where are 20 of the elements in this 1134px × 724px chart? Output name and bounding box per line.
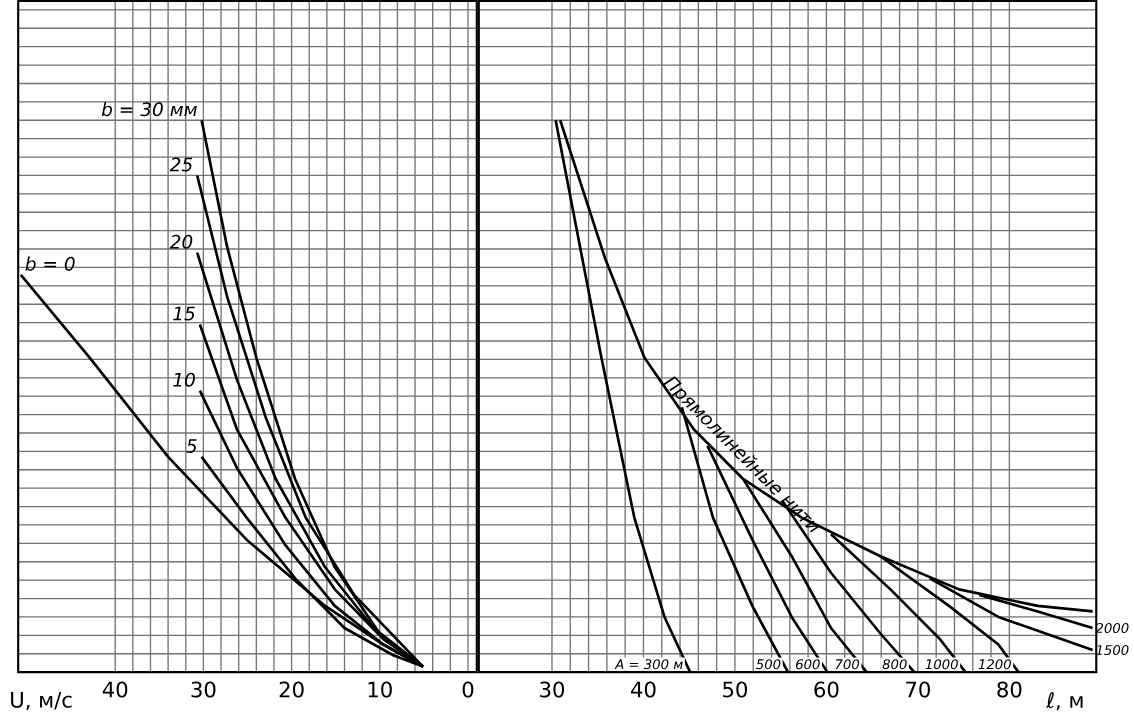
x-axis-title: ℓ, м xyxy=(1046,692,1083,711)
series-label: b = 0 xyxy=(25,256,75,271)
series-label: 20 xyxy=(169,234,193,249)
x-tick-label: 20 xyxy=(279,681,304,698)
x-tick-label: 40 xyxy=(102,681,128,698)
x-tick-label: 50 xyxy=(723,681,748,698)
x-tick-label: 30 xyxy=(540,681,565,698)
x-tick-label: 30 xyxy=(191,681,216,698)
x-tick-label: 10 xyxy=(368,681,392,698)
x-tick-label: 0 xyxy=(462,681,474,698)
x-tick-label: 80 xyxy=(997,681,1022,698)
series-label: 25 xyxy=(169,157,193,172)
x-tick-label: 70 xyxy=(906,681,930,698)
series-label: 5 xyxy=(186,439,197,454)
x-axis-title: U, м/с xyxy=(11,692,72,711)
x-tick-label: 60 xyxy=(814,681,839,698)
x-tick-label: 40 xyxy=(631,681,656,698)
series-label: 15 xyxy=(173,306,195,321)
series-label: 10 xyxy=(173,372,195,387)
series-label: b = 30 мм xyxy=(101,102,197,117)
